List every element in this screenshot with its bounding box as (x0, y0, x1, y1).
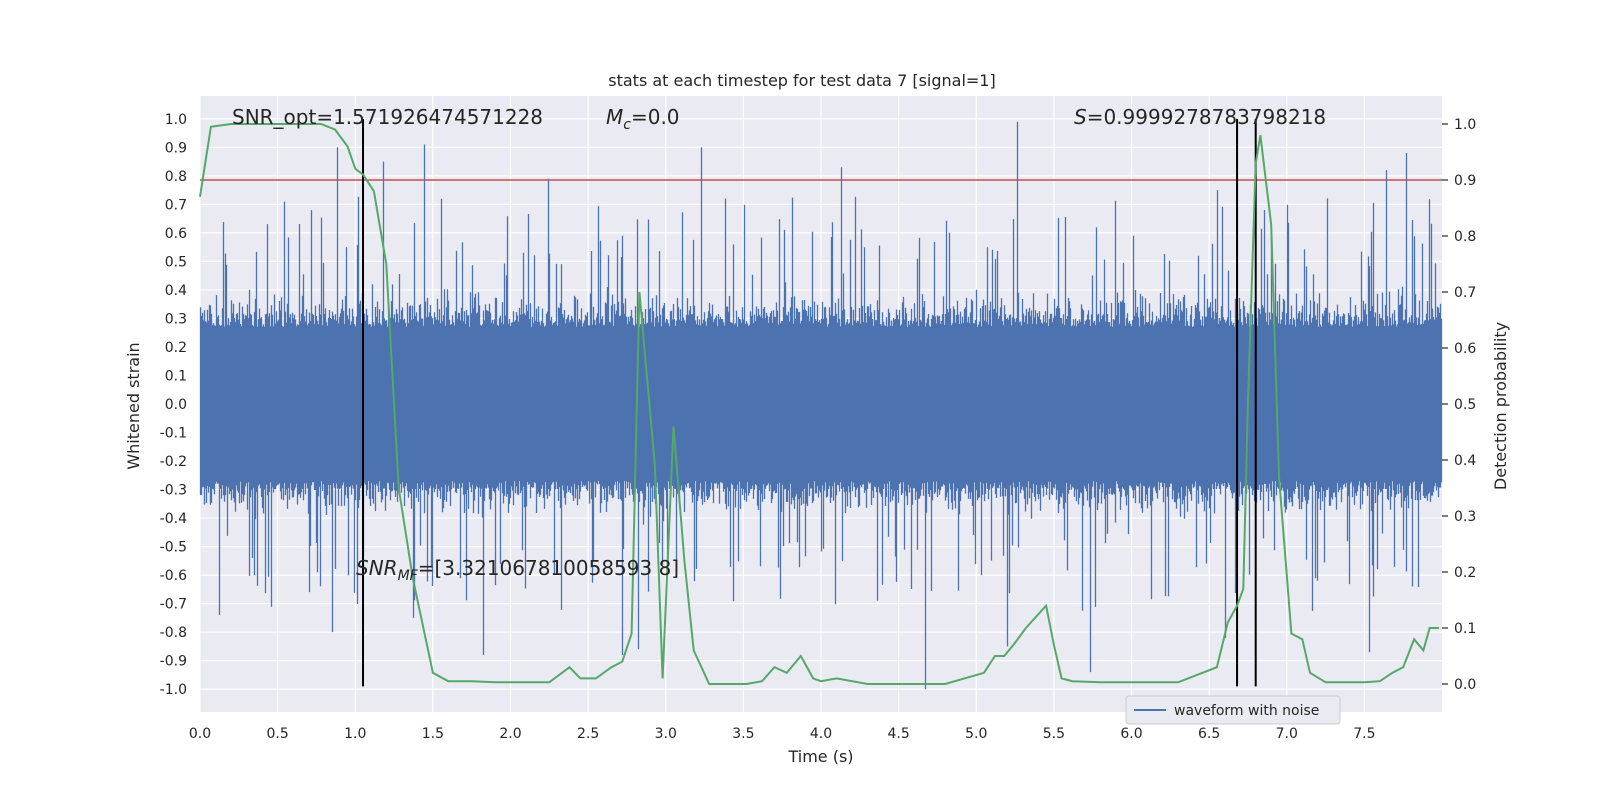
y-right-tick-label: 0.4 (1454, 453, 1476, 469)
x-tick-label: 6.5 (1198, 726, 1220, 742)
y-right-tick-label: 0.2 (1454, 565, 1476, 581)
mc-annotation: Mc=0.0 (606, 105, 680, 133)
y-right-tick-label: 0.0 (1454, 677, 1476, 693)
x-tick-label: 0.0 (189, 726, 211, 742)
s-symbol: S (1074, 105, 1087, 129)
y-left-tick-label: 0.7 (165, 197, 187, 213)
legend-label: waveform with noise (1174, 703, 1319, 719)
y-left-ticks: -1.0 -0.9 -0.8 -0.7 -0.6 -0.5 -0.4 -0.3 -0.2 -0.1… (160, 112, 187, 698)
x-tick-label: 6.0 (1120, 726, 1142, 742)
x-tick-label: 5.0 (965, 726, 987, 742)
chart-title: stats at each timestep for test data 7 [… (608, 71, 995, 90)
x-tick-label: 4.5 (887, 726, 909, 742)
y-left-tick-label: -0.2 (160, 454, 187, 470)
vertical-markers (362, 118, 1257, 687)
y-left-tick-label: -0.9 (160, 654, 187, 670)
y-right-tick-label: 1.0 (1454, 117, 1476, 133)
y-right-tick-label: 0.1 (1454, 621, 1476, 637)
y-left-tick-label: -1.0 (160, 682, 187, 698)
snrmf-subscript: MF (398, 568, 419, 584)
x-tick-label: 7.5 (1353, 726, 1375, 742)
y-left-tick-label: -0.5 (160, 540, 187, 556)
y-left-tick-label: 0.3 (165, 311, 187, 327)
legend: waveform with noise (1125, 695, 1341, 725)
x-tick-label: 2.0 (499, 726, 521, 742)
y-left-tick-label: 0.1 (165, 368, 187, 384)
y-left-tick-label: -0.4 (160, 511, 187, 527)
x-tick-label: 3.5 (732, 726, 754, 742)
x-tick-label: 2.5 (577, 726, 599, 742)
s-annotation: S=0.9999278783798218 (1074, 105, 1326, 129)
y-left-tick-label: -0.8 (160, 625, 187, 641)
x-tick-label: 1.5 (422, 726, 444, 742)
y-right-tick-label: 0.6 (1454, 341, 1476, 357)
y-right-ticks: 0.0 0.1 0.2 0.3 0.4 0.5 0.6 0.7 0.8 0.9 1.0 (1442, 117, 1476, 693)
y-left-tick-label: -0.7 (160, 597, 187, 613)
x-tick-label: 5.5 (1043, 726, 1065, 742)
x-axis-ticks: 0.0 0.5 1.0 1.5 2.0 2.5 3.0 3.5 4.0 4.5 5.0 5.5 6.0 6… (189, 726, 1376, 742)
s-value: =0.9999278783798218 (1087, 105, 1326, 129)
y-left-tick-label: 1.0 (165, 112, 187, 128)
y-right-tick-label: 0.7 (1454, 285, 1476, 301)
y-right-tick-label: 0.9 (1454, 173, 1476, 189)
y-left-tick-label: -0.6 (160, 568, 187, 584)
x-tick-label: 4.0 (810, 726, 832, 742)
y-left-axis-label: Whitened strain (124, 342, 143, 469)
y-left-tick-label: 0.2 (165, 340, 187, 356)
mc-symbol: M (606, 105, 623, 129)
snr-opt-annotation: SNR_opt=1.571926474571228 (232, 105, 543, 129)
y-left-tick-label: 0.8 (165, 169, 187, 185)
waveform-series (199, 121, 1443, 690)
x-tick-label: 7.0 (1276, 726, 1298, 742)
y-left-tick-label: 0.5 (165, 254, 187, 270)
mc-value: =0.0 (631, 105, 680, 129)
legend-box (1125, 695, 1341, 725)
snrmf-symbol: SNR (356, 556, 398, 580)
y-left-tick-label: -0.1 (160, 426, 187, 442)
y-left-tick-label: 0.0 (165, 397, 187, 413)
y-right-tick-label: 0.5 (1454, 397, 1476, 413)
y-right-axis-label: Detection probability (1491, 322, 1510, 490)
mc-subscript: c (623, 117, 631, 133)
snrmf-value: =[3.321067810058593 8] (418, 556, 679, 580)
y-left-tick-label: 0.4 (165, 283, 187, 299)
snrmf-annotation: SNRMF=[3.321067810058593 8] (356, 556, 679, 584)
y-right-tick-label: 0.3 (1454, 509, 1476, 525)
waveform-trace (199, 121, 1443, 690)
x-tick-label: 0.5 (266, 726, 288, 742)
x-axis-label: Time (s) (787, 747, 853, 766)
y-left-tick-label: 0.9 (165, 140, 187, 156)
probability-line (199, 123, 1439, 685)
y-left-tick-label: 0.6 (165, 226, 187, 242)
x-tick-label: 3.0 (655, 726, 677, 742)
x-tick-label: 1.0 (344, 726, 366, 742)
y-right-tick-label: 0.8 (1454, 229, 1476, 245)
y-left-tick-label: -0.3 (160, 483, 187, 499)
